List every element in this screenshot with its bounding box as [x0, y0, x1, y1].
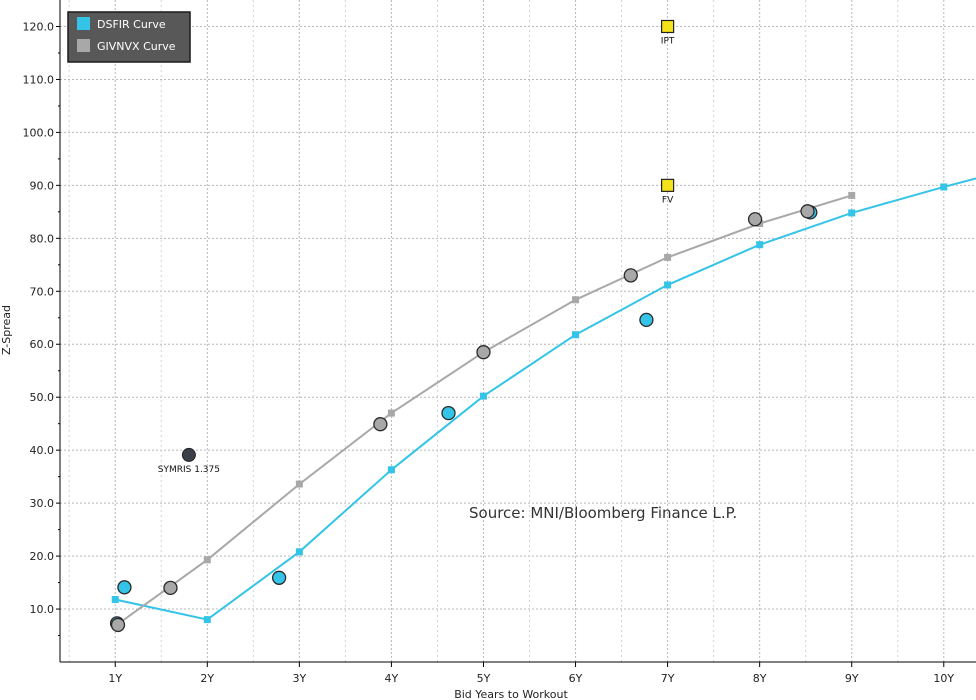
bond-point-givnvx: [800, 204, 815, 219]
curve-marker-givnvx: [203, 556, 211, 564]
annotation-marker-fv: [660, 178, 675, 192]
y-tick-label: 40.0: [30, 444, 55, 457]
y-tick-label: 10.0: [30, 603, 55, 616]
curve-line-dsfir: [114, 177, 976, 621]
annotation-label: SYMRIS 1.375: [158, 465, 220, 475]
legend-swatch-givnvx: [77, 39, 90, 52]
curve-marker-dsfir: [940, 183, 948, 191]
y-tick-label: 100.0: [23, 126, 55, 139]
curve-marker-givnvx: [387, 409, 395, 417]
curve-marker-dsfir: [479, 392, 487, 400]
legend-swatch-dsfir: [77, 17, 90, 30]
y-tick-label: 120.0: [23, 20, 55, 33]
curve-marker-givnvx: [572, 296, 580, 304]
x-tick-label: 5Y: [477, 672, 491, 685]
curve-marker-dsfir: [203, 616, 211, 624]
x-axis-title: Bid Years to Workout: [454, 688, 568, 700]
bond-point-givnvx: [623, 268, 638, 283]
curve-marker-dsfir: [756, 241, 764, 249]
curve-layer: [111, 177, 976, 630]
x-tick-label: 7Y: [661, 672, 675, 685]
curve-marker-dsfir: [387, 466, 395, 474]
x-tick-label: 4Y: [385, 672, 399, 685]
y-tick-label: 80.0: [30, 232, 55, 245]
y-tick-label: 110.0: [23, 73, 55, 86]
y-axis-title: Z-Spread: [0, 305, 13, 355]
bond-point-givnvx: [747, 212, 763, 227]
bond-point-dsfir: [639, 312, 654, 328]
y-tick-label: 20.0: [30, 550, 55, 563]
axis-layer: 10.0 20.0 30.0 40.0 50.0 60.0 70.0 80.0 90.0 100.…: [23, 0, 976, 685]
y-tick-label: 30.0: [30, 497, 55, 510]
legend-label-dsfir: DSFIR Curve: [97, 18, 166, 31]
bond-point-givnvx: [373, 417, 388, 432]
legend-label-givnvx: GIVNVX Curve: [97, 40, 176, 53]
legend-item-givnvx[interactable]: GIVNVX Curve: [77, 39, 176, 53]
legend: DSFIR Curve GIVNVX Curve: [67, 11, 191, 63]
y-tick-label: 50.0: [30, 391, 55, 404]
curve-marker-givnvx: [295, 480, 303, 488]
annotation-marker-ipt: [660, 19, 675, 34]
bond-point-dsfir: [271, 570, 287, 585]
point-layer: [109, 204, 818, 633]
curve-marker-dsfir: [848, 209, 856, 217]
curve-marker-givnvx: [664, 253, 672, 261]
bond-point-givnvx: [110, 617, 126, 633]
bond-point-dsfir: [441, 405, 456, 421]
y-tick-label: 90.0: [30, 179, 55, 192]
curve-marker-dsfir: [295, 548, 303, 556]
x-tick-label: 3Y: [292, 672, 306, 685]
x-tick-label: 2Y: [200, 672, 214, 685]
source-note: Source: MNI/Bloomberg Finance L.P.: [469, 504, 737, 522]
x-tick-label: 1Y: [108, 672, 122, 685]
annotation-label: IPT: [661, 36, 675, 46]
curve-marker-givnvx: [848, 191, 856, 199]
y-tick-label: 60.0: [30, 338, 55, 351]
curve-marker-dsfir: [572, 331, 580, 339]
annotation-label: FV: [662, 195, 674, 205]
annotation-marker-symris: [181, 447, 196, 462]
annotation-layer: SYMRIS 1.375 IPT FV: [158, 19, 675, 475]
bond-point-givnvx: [476, 345, 491, 360]
bond-point-dsfir: [117, 580, 132, 595]
x-tick-label: 6Y: [569, 672, 583, 685]
grid-layer: [60, 0, 976, 662]
bond-point-givnvx: [163, 580, 178, 596]
x-tick-label: 9Y: [845, 672, 859, 685]
curve-marker-dsfir: [664, 281, 672, 289]
curve-marker-dsfir: [111, 596, 119, 604]
legend-item-dsfir[interactable]: DSFIR Curve: [77, 17, 166, 31]
x-tick-label: 10Y: [933, 672, 954, 685]
x-tick-label: 8Y: [753, 672, 767, 685]
y-tick-label: 70.0: [30, 285, 55, 298]
